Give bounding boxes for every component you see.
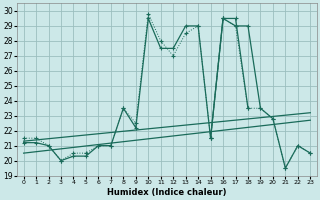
X-axis label: Humidex (Indice chaleur): Humidex (Indice chaleur) bbox=[107, 188, 227, 197]
